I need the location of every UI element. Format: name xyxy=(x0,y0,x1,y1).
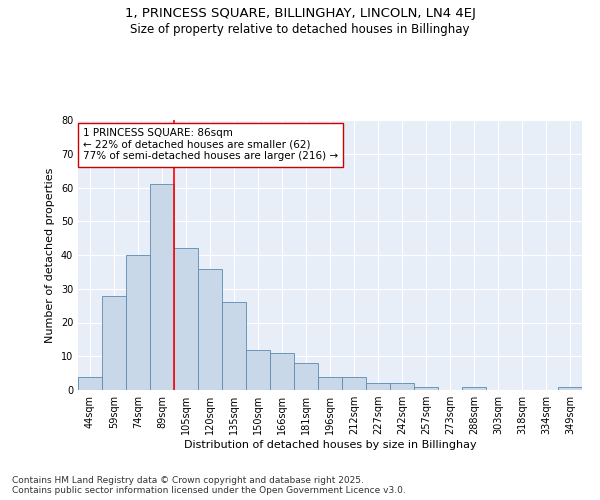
Bar xyxy=(78,376,102,390)
Bar xyxy=(150,184,174,390)
Bar xyxy=(270,353,294,390)
X-axis label: Distribution of detached houses by size in Billinghay: Distribution of detached houses by size … xyxy=(184,440,476,450)
Text: Size of property relative to detached houses in Billinghay: Size of property relative to detached ho… xyxy=(130,22,470,36)
Bar xyxy=(102,296,126,390)
Text: 1 PRINCESS SQUARE: 86sqm
← 22% of detached houses are smaller (62)
77% of semi-d: 1 PRINCESS SQUARE: 86sqm ← 22% of detach… xyxy=(83,128,338,162)
Bar xyxy=(294,363,318,390)
Bar xyxy=(558,386,582,390)
Bar xyxy=(126,255,150,390)
Bar xyxy=(198,268,222,390)
Text: Contains HM Land Registry data © Crown copyright and database right 2025.
Contai: Contains HM Land Registry data © Crown c… xyxy=(12,476,406,495)
Bar xyxy=(174,248,198,390)
Bar xyxy=(414,386,438,390)
Y-axis label: Number of detached properties: Number of detached properties xyxy=(45,168,55,342)
Text: 1, PRINCESS SQUARE, BILLINGHAY, LINCOLN, LN4 4EJ: 1, PRINCESS SQUARE, BILLINGHAY, LINCOLN,… xyxy=(125,8,475,20)
Bar xyxy=(366,383,390,390)
Bar xyxy=(318,376,342,390)
Bar xyxy=(390,383,414,390)
Bar xyxy=(222,302,246,390)
Bar xyxy=(462,386,486,390)
Bar xyxy=(246,350,270,390)
Bar xyxy=(342,376,366,390)
